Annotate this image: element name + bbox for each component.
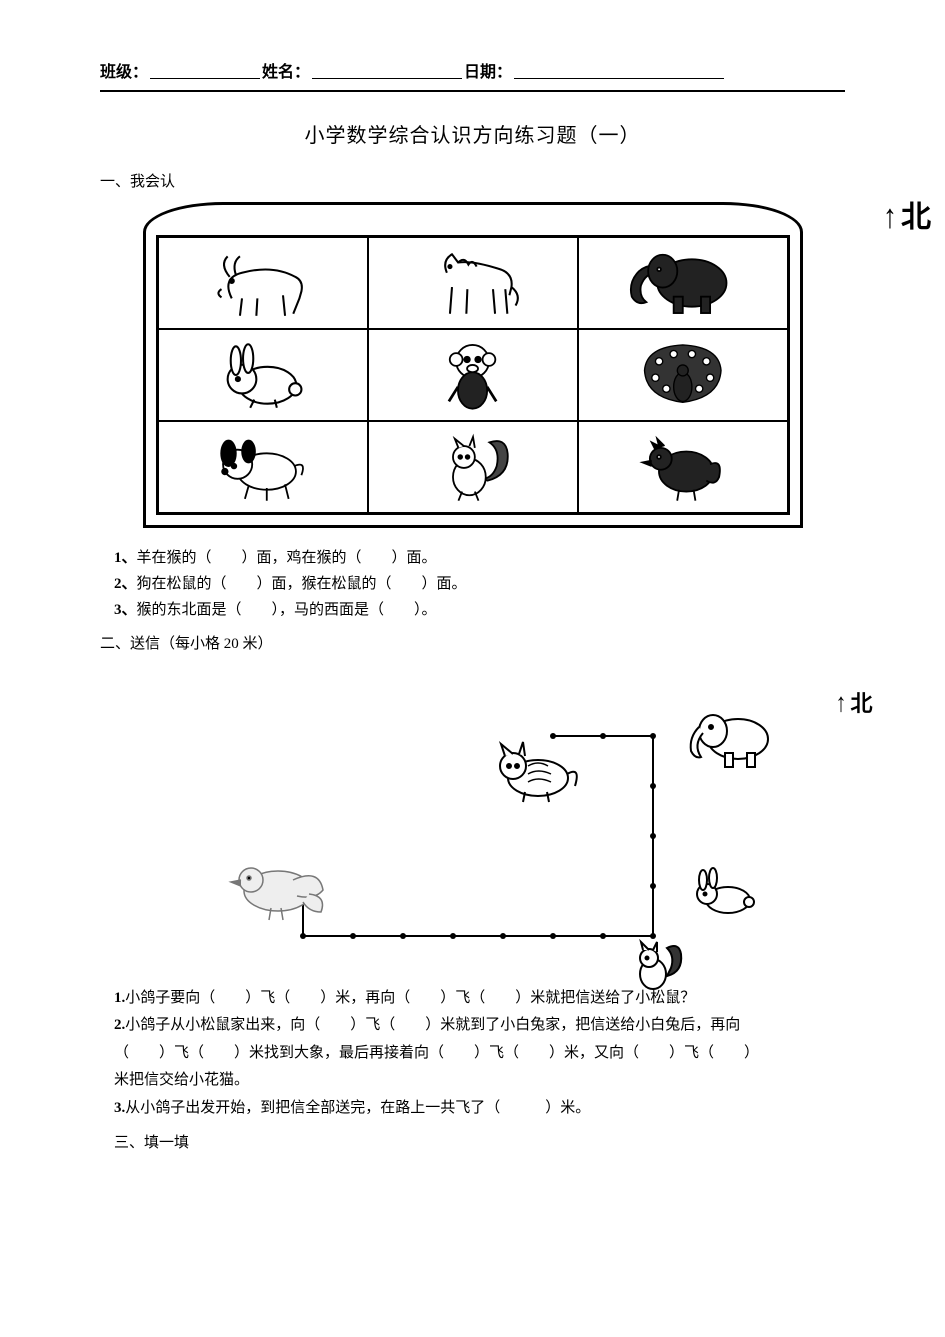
sprite-cat <box>483 736 583 806</box>
class-blank[interactable] <box>150 63 260 79</box>
section1-questions: 1、羊在猴的（ ）面，鸡在猴的（ ）面。 2、狗在松鼠的（ ）面，猴在松鼠的（ … <box>114 546 845 622</box>
sprite-rabbit <box>683 866 763 921</box>
class-label: 班级： <box>100 60 148 86</box>
cell-dog <box>158 421 368 513</box>
north-label-1: 北 <box>901 194 931 242</box>
q1-2: 2、狗在松鼠的（ ）面，猴在松鼠的（ ）面。 <box>114 572 845 596</box>
name-blank[interactable] <box>312 63 462 79</box>
cell-squirrel <box>368 421 578 513</box>
north-indicator-2: ↑ 北 <box>835 686 872 721</box>
q2-2b: （ ）飞（ ）米找到大象，最后再接着向（ ）飞（ ）米，又向（ ）飞（ ） <box>114 1041 845 1067</box>
cell-hen <box>578 421 788 513</box>
cell-goat <box>158 237 368 329</box>
cell-horse <box>368 237 578 329</box>
arrow-up-icon: ↑ <box>883 201 897 235</box>
sprite-squirrel <box>623 936 688 996</box>
q2-2a: 2.小鸽子从小松鼠家出来，向（ ）飞（ ）米就到了小白兔家，把信送给小白兔后，再… <box>114 1013 845 1039</box>
animal-grid-frame <box>143 202 803 528</box>
arrow-up-icon: ↑ <box>835 690 846 716</box>
dog-icon <box>203 426 321 508</box>
peacock-icon <box>619 334 747 416</box>
hen-icon <box>628 426 737 508</box>
q1-1: 1、羊在猴的（ ）面，鸡在猴的（ ）面。 <box>114 546 845 570</box>
cell-elephant <box>578 237 788 329</box>
figure2: ↑ 北 <box>123 686 823 976</box>
section3-heading: 三、填一填 <box>114 1131 845 1155</box>
section2-questions: 1.小鸽子要向（ ）飞（ ）米，再向（ ）飞（ ）米就把信送给了小松鼠？ 2.小… <box>114 986 845 1122</box>
date-blank[interactable] <box>514 63 724 79</box>
rabbit-icon <box>201 334 324 416</box>
q2-3: 3.从小鸽子出发开始，到把信全部送完，在路上一共飞了（ ）米。 <box>114 1096 845 1122</box>
squirrel-icon <box>422 426 522 508</box>
worksheet-header: 班级： 姓名： 日期： <box>100 60 845 92</box>
section2-heading: 二、送信（每小格 20 米） <box>100 632 845 656</box>
q2-2c: 米把信交给小花猫。 <box>114 1068 845 1094</box>
sprite-pigeon <box>223 846 333 926</box>
name-label: 姓名： <box>262 60 310 86</box>
q2-1: 1.小鸽子要向（ ）飞（ ）米，再向（ ）飞（ ）米就把信送给了小松鼠？ <box>114 986 845 1012</box>
cell-monkey <box>368 329 578 421</box>
horse-icon <box>411 242 534 324</box>
sprite-elephant <box>683 701 783 771</box>
cell-rabbit <box>158 329 368 421</box>
goat-icon <box>201 242 324 324</box>
elephant-icon <box>619 242 747 324</box>
animal-grid <box>156 235 790 515</box>
date-label: 日期： <box>464 60 512 86</box>
monkey-icon <box>427 334 518 416</box>
page-title: 小学数学综合认识方向练习题（一） <box>100 120 845 152</box>
section1-heading: 一、我会认 <box>100 170 845 194</box>
north-indicator-1: ↑ 北 <box>883 194 931 242</box>
q1-3: 3、猴的东北面是（ ），马的西面是（ ）。 <box>114 598 845 622</box>
figure1: ↑ 北 <box>100 202 845 528</box>
north-label-2: 北 <box>850 686 872 721</box>
cell-peacock <box>578 329 788 421</box>
